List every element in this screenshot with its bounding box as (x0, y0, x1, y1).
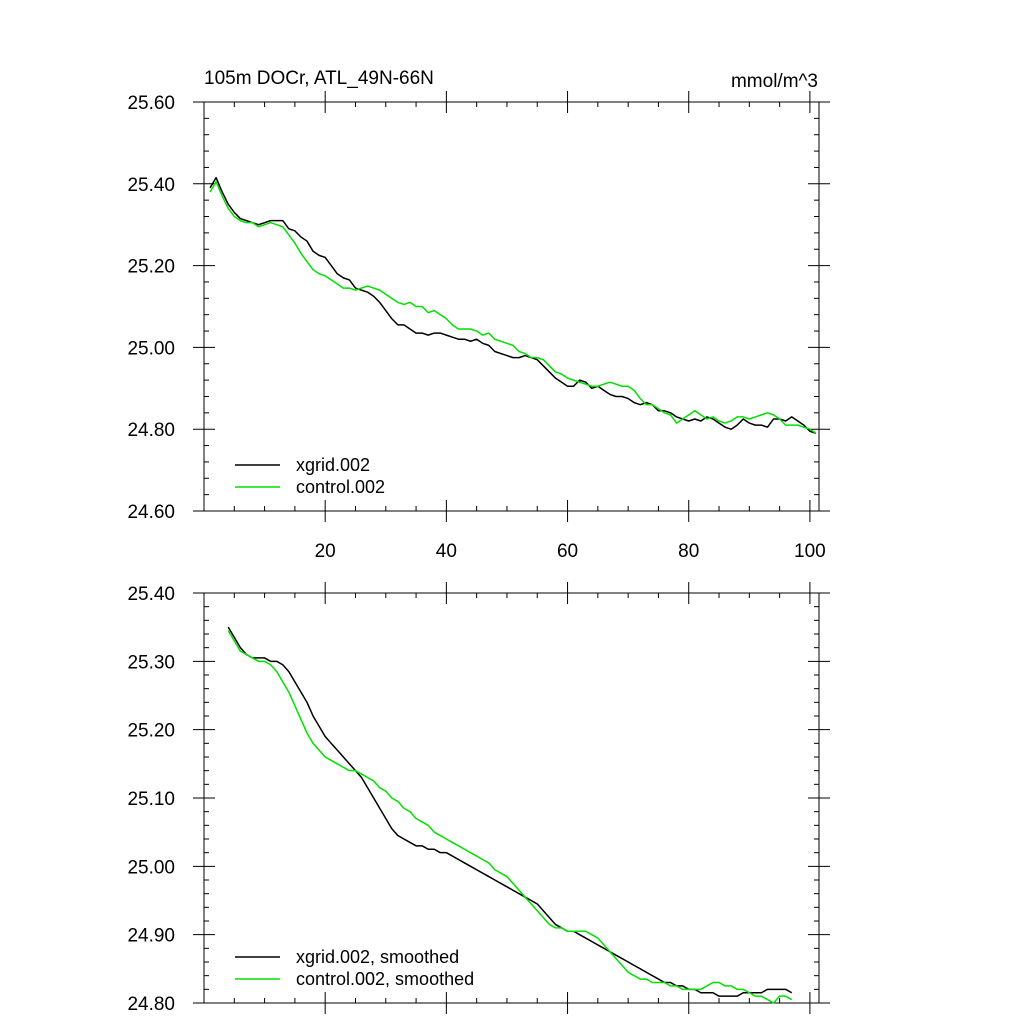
chart-title: 105m DOCr, ATL_49N-66N (204, 68, 434, 89)
series-line-control-002-smoothed (227, 630, 793, 1004)
x-tick-label: 60 (557, 541, 578, 562)
y-tick-label: 25.10 (127, 789, 175, 810)
y-tick-label: 25.20 (127, 721, 175, 742)
legend-label: xgrid.002, smoothed (296, 947, 459, 967)
y-tick-label: 24.80 (127, 994, 175, 1015)
top-panel: 20 40 60 80 100 24.60 24.80 25.00 25.20 25.40 25.6… (127, 91, 830, 562)
y-tick-label: 25.40 (127, 175, 175, 196)
plot-frame (203, 101, 820, 512)
series-line-xgrid-002-smoothed (227, 626, 793, 997)
series-line-xgrid-002 (209, 176, 817, 435)
legend-label: control.002 (296, 477, 385, 497)
y-tick-label: 24.80 (127, 420, 175, 441)
y-tick-label: 25.40 (127, 584, 175, 605)
y-tick-label: 25.00 (127, 338, 175, 359)
x-tick-label: 100 (794, 541, 826, 562)
series-line-control-002 (209, 181, 817, 434)
y-tick-label: 24.90 (127, 926, 175, 947)
legend-label: xgrid.002 (296, 455, 370, 475)
x-tick-label: 40 (436, 541, 457, 562)
y-tick-label: 25.30 (127, 652, 175, 673)
bottom-panel: 24.80 24.90 25.00 25.10 25.20 25.30 25.40 xgrid… (127, 582, 830, 1015)
units-label: mmol/m^3 (731, 71, 818, 92)
y-tick-label: 25.20 (127, 257, 175, 278)
y-tick-label: 24.60 (127, 502, 175, 523)
y-tick-label: 25.00 (127, 857, 175, 878)
y-tick-label: 25.60 (127, 93, 175, 114)
plot-frame (203, 592, 820, 1004)
x-tick-label: 80 (678, 541, 699, 562)
x-tick-label: 20 (315, 541, 336, 562)
legend-label: control.002, smoothed (296, 969, 474, 989)
